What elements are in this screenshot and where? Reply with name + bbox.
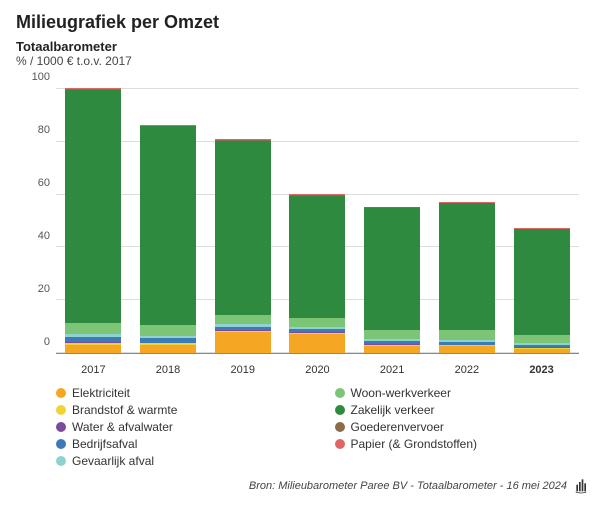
x-axis-labels: 2017 2018 2019 2020 2021 2022 2023 <box>56 364 579 376</box>
segment-woonwerk <box>439 330 495 340</box>
bar-2017 <box>65 88 121 353</box>
legend-label: Zakelijk verkeer <box>351 403 435 417</box>
legend-item-woonwerk: Woon-werkverkeer <box>335 386 590 400</box>
y-tick-label: 20 <box>16 283 50 295</box>
legend-item-papier: Papier (& Grondstoffen) <box>335 437 590 451</box>
segment-zakelijk <box>364 208 420 330</box>
segment-elektriciteit <box>65 345 121 353</box>
legend-swatch <box>56 405 66 415</box>
source-row: Bron: Milieubarometer Paree BV - Totaalb… <box>16 478 589 494</box>
legend-swatch <box>335 439 345 449</box>
legend: Elektriciteit Woon-werkverkeer Brandstof &… <box>16 386 589 468</box>
legend-item-gevaarlijk: Gevaarlijk afval <box>56 454 311 468</box>
segment-woonwerk <box>140 325 196 336</box>
y-tick-label: 40 <box>16 230 50 242</box>
y-tick-label: 60 <box>16 177 50 189</box>
bar-2019 <box>215 139 271 353</box>
legend-label: Bedrijfsafval <box>72 437 137 451</box>
segment-woonwerk <box>215 315 271 324</box>
legend-item-goederen: Goederenvervoer <box>335 420 590 434</box>
legend-label: Goederenvervoer <box>351 420 444 434</box>
y-tick-label: 80 <box>16 124 50 136</box>
legend-label: Elektriciteit <box>72 386 130 400</box>
legend-label: Papier (& Grondstoffen) <box>351 437 478 451</box>
bar-2018 <box>140 125 196 353</box>
bar-2021 <box>364 207 420 353</box>
x-tick-label: 2023 <box>514 364 570 376</box>
source-text: Bron: Milieubarometer Paree BV - Totaalb… <box>249 480 567 492</box>
segment-elektriciteit <box>140 345 196 353</box>
x-tick-label: 2020 <box>289 364 345 376</box>
plot-area <box>56 76 579 354</box>
bar-2022 <box>439 202 495 353</box>
segment-zakelijk <box>215 141 271 316</box>
segment-woonwerk <box>289 318 345 328</box>
segment-elektriciteit <box>364 346 420 353</box>
x-tick-label: 2019 <box>215 364 271 376</box>
segment-elektriciteit <box>215 332 271 353</box>
legend-label: Gevaarlijk afval <box>72 454 154 468</box>
legend-item-brandstof: Brandstof & warmte <box>56 403 311 417</box>
legend-swatch <box>335 388 345 398</box>
segment-zakelijk <box>439 203 495 330</box>
legend-swatch <box>56 439 66 449</box>
legend-swatch <box>56 422 66 432</box>
segment-woonwerk <box>364 330 420 339</box>
segment-woonwerk <box>514 335 570 343</box>
y-tick-label: 100 <box>16 71 50 83</box>
chart-unit-label: % / 1000 € t.o.v. 2017 <box>16 54 589 68</box>
segment-zakelijk <box>65 90 121 323</box>
legend-swatch <box>56 388 66 398</box>
x-tick-label: 2021 <box>364 364 420 376</box>
legend-swatch <box>56 456 66 466</box>
bar-2023 <box>514 228 570 353</box>
legend-item-zakelijk: Zakelijk verkeer <box>335 403 590 417</box>
milieubarometer-logo-icon <box>573 478 589 494</box>
legend-label: Water & afvalwater <box>72 420 173 434</box>
legend-item-elektriciteit: Elektriciteit <box>56 386 311 400</box>
chart-subtitle: Totaalbarometer <box>16 39 589 54</box>
x-tick-label: 2022 <box>439 364 495 376</box>
legend-item-bedrijfsafval: Bedrijfsafval <box>56 437 311 451</box>
legend-label: Woon-werkverkeer <box>351 386 451 400</box>
bar-2020 <box>289 194 345 353</box>
chart-area: 020406080100 201720182019202020212022202… <box>16 76 589 376</box>
x-tick-label: 2018 <box>140 364 196 376</box>
page-title: Milieugrafiek per Omzet <box>16 12 589 33</box>
segment-woonwerk <box>65 323 121 334</box>
legend-item-water: Water & afvalwater <box>56 420 311 434</box>
segment-elektriciteit <box>289 334 345 353</box>
y-tick-label: 0 <box>16 336 50 348</box>
bars-container <box>56 76 579 353</box>
legend-swatch <box>335 422 345 432</box>
segment-elektriciteit <box>439 346 495 353</box>
segment-elektriciteit <box>514 349 570 353</box>
segment-zakelijk <box>140 126 196 325</box>
legend-label: Brandstof & warmte <box>72 403 177 417</box>
segment-zakelijk <box>514 229 570 335</box>
x-tick-label: 2017 <box>65 364 121 376</box>
segment-zakelijk <box>289 196 345 318</box>
legend-swatch <box>335 405 345 415</box>
